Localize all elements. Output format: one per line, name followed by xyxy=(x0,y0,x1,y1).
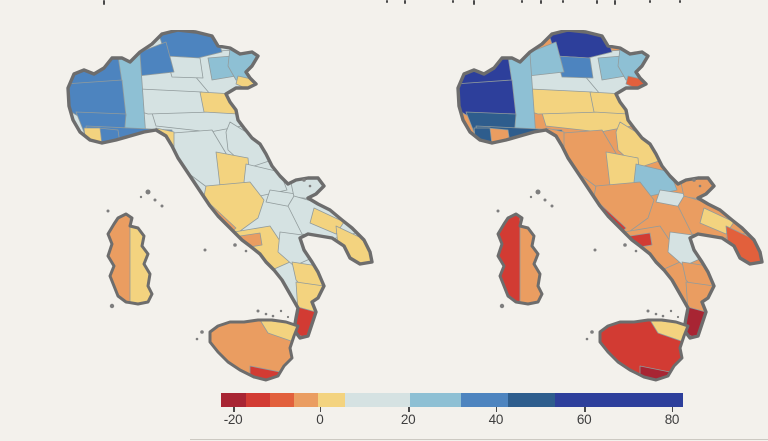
clipped-title-fragment xyxy=(614,0,616,5)
small-island-dot xyxy=(654,312,658,316)
mainland-coastline xyxy=(456,30,764,340)
small-island-dot xyxy=(271,314,275,318)
region-puglia_c xyxy=(699,207,735,235)
scale-tick-mark xyxy=(671,407,674,412)
scale-tick-mark xyxy=(408,407,410,412)
scale-tick-label: 0 xyxy=(316,412,324,427)
scale-tick-mark xyxy=(319,407,322,412)
clipped-title-fragment xyxy=(103,0,105,5)
small-island-dot xyxy=(585,337,589,341)
small-island-dot xyxy=(139,195,143,199)
region-puglia_c xyxy=(309,207,345,235)
small-island-dot xyxy=(623,243,627,247)
small-island-dot xyxy=(634,249,638,253)
scale-segment-5 xyxy=(344,393,410,407)
small-island-dot xyxy=(550,204,554,208)
scale-tick-label: 80 xyxy=(664,412,680,427)
mainland-coastline xyxy=(66,30,374,340)
scale-segment-6 xyxy=(409,393,461,407)
clipped-title-fragment xyxy=(521,0,523,3)
scale-segment-7 xyxy=(460,393,508,407)
small-island-dot xyxy=(264,312,268,316)
small-island-dot xyxy=(499,303,505,309)
small-island-dot xyxy=(195,337,199,341)
sardinia-coastline xyxy=(496,212,544,306)
scale-segment-8 xyxy=(507,393,555,407)
scale-tick-mark xyxy=(233,407,235,412)
small-island-dot xyxy=(244,249,248,253)
scale-tick-label: 20 xyxy=(400,412,416,427)
small-island-dot xyxy=(676,315,680,319)
small-island-dot xyxy=(200,330,204,334)
color-scale-bar xyxy=(221,393,683,407)
small-island-dot xyxy=(496,209,500,213)
scale-tick-mark xyxy=(495,407,498,412)
small-island-dot xyxy=(233,243,237,247)
clipped-title-fragment xyxy=(473,0,475,5)
small-island-dot xyxy=(661,314,665,318)
small-island-dot xyxy=(590,330,594,334)
sicily-coastline xyxy=(208,318,300,382)
italy-choropleth-right xyxy=(456,30,764,382)
small-island-dot xyxy=(203,248,207,252)
small-island-dot xyxy=(646,309,650,313)
bottom-divider-line xyxy=(190,439,768,440)
small-island-dot xyxy=(535,189,541,195)
italy-choropleth-left xyxy=(66,30,374,382)
small-island-dot xyxy=(160,204,164,208)
small-island-dot xyxy=(153,198,157,202)
scale-tick-mark xyxy=(584,407,586,412)
clipped-title-fragment xyxy=(452,0,454,3)
small-island-dot xyxy=(256,309,260,313)
small-island-dot xyxy=(145,189,151,195)
clipped-title-fragment xyxy=(649,0,651,3)
small-island-dot xyxy=(109,303,115,309)
scale-segment-3 xyxy=(293,393,318,407)
small-island-dot xyxy=(543,198,547,202)
small-island-dot xyxy=(279,309,283,313)
small-island-dot xyxy=(106,209,110,213)
small-island-dot xyxy=(286,315,290,319)
small-island-dot xyxy=(302,178,306,182)
scale-segment-2 xyxy=(269,393,294,407)
scale-segment-1 xyxy=(245,393,270,407)
small-island-dot xyxy=(308,184,312,188)
clipped-title-fragment xyxy=(386,0,388,3)
scale-segment-4 xyxy=(317,393,345,407)
sicily-coastline xyxy=(598,318,690,382)
sicily-regions xyxy=(600,320,688,380)
clipped-title-fragment xyxy=(562,0,564,3)
clipped-title-fragment xyxy=(404,0,406,4)
small-island-dot xyxy=(593,248,597,252)
clipped-title-fragment xyxy=(540,0,542,4)
small-island-dot xyxy=(698,184,702,188)
small-island-dot xyxy=(692,178,696,182)
small-island-dot xyxy=(529,195,533,199)
small-island-dot xyxy=(669,309,673,313)
sardinia-coastline xyxy=(106,212,154,306)
scale-tick-label: -20 xyxy=(223,412,243,427)
scale-tick-label: 40 xyxy=(488,412,504,427)
clipped-title-fragment xyxy=(679,0,681,3)
scale-segment-9 xyxy=(554,393,683,407)
scale-tick-label: 60 xyxy=(576,412,592,427)
color-scale-legend: -20 0 20 40 60 80 xyxy=(221,393,683,433)
clipped-title-fragment xyxy=(596,0,598,4)
scale-segment-0 xyxy=(221,393,246,407)
